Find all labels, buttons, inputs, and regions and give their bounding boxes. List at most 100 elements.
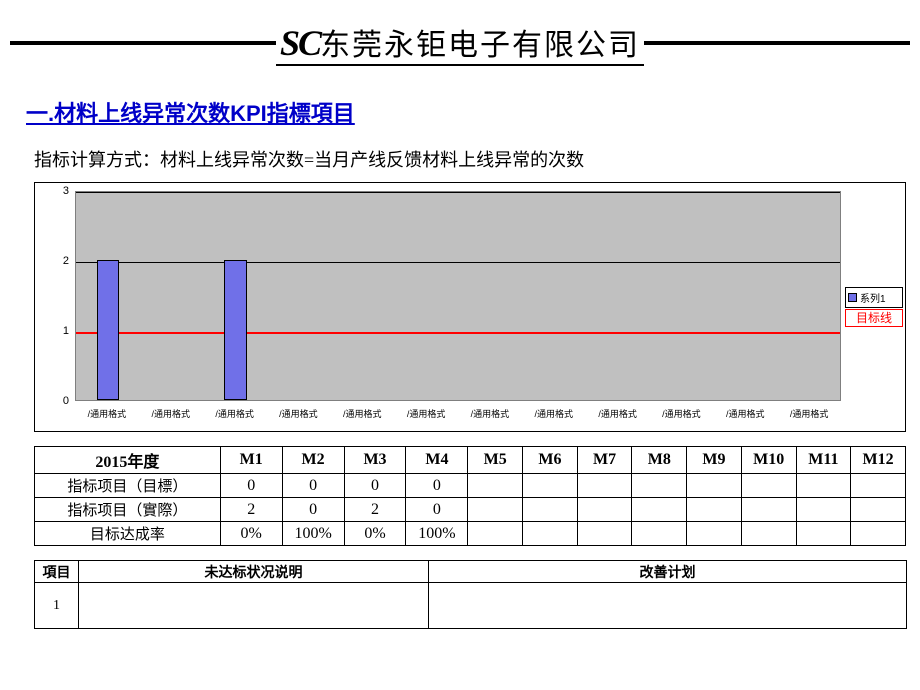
cell (523, 474, 578, 498)
cell (796, 498, 851, 522)
row-label: 目标达成率 (35, 522, 221, 546)
col-m12: M12 (851, 447, 906, 474)
cell (523, 522, 578, 546)
kpi-table: 2015年度 M1 M2 M3 M4 M5 M6 M7 M8 M9 M10 M1… (34, 446, 906, 546)
x-tick-label: /通用格式 (343, 407, 382, 420)
x-tick-label: /通用格式 (726, 407, 765, 420)
cell (687, 474, 742, 498)
plan-col-desc: 未达标状况说明 (79, 561, 429, 583)
cell: 0% (220, 522, 282, 546)
cell (851, 498, 906, 522)
row-label: 指标项目（實際） (35, 498, 221, 522)
formula-text: 指标计算方式：材料上线异常次数=当月产线反馈材料上线异常的次数 (34, 146, 910, 172)
cell (632, 522, 687, 546)
cell (851, 522, 906, 546)
company-title: SC 东莞永钜电子有限公司 (276, 20, 644, 66)
plan-header-row: 項目 未达标状况说明 改善计划 (35, 561, 907, 583)
header-rule-left (10, 41, 276, 45)
col-m10: M10 (741, 447, 796, 474)
col-m2: M2 (282, 447, 344, 474)
cell: 2 (344, 498, 406, 522)
x-tick-label: /通用格式 (215, 407, 254, 420)
cell (796, 474, 851, 498)
cell (741, 522, 796, 546)
cell: 0 (282, 474, 344, 498)
cell: 2 (220, 498, 282, 522)
cell: 0 (406, 498, 468, 522)
cell (523, 498, 578, 522)
cell (577, 474, 632, 498)
cell: 100% (406, 522, 468, 546)
x-tick-label: /通用格式 (662, 407, 701, 420)
cell (577, 498, 632, 522)
cell: 0 (282, 498, 344, 522)
cell: 100% (282, 522, 344, 546)
bar (97, 260, 119, 400)
table-row: 指标项目（目標）0000 (35, 474, 906, 498)
cell (851, 474, 906, 498)
gridline (76, 192, 840, 193)
logo-text: SC (280, 22, 320, 64)
y-tick-label: 3 (35, 185, 69, 197)
row-label: 指标项目（目標） (35, 474, 221, 498)
cell (741, 498, 796, 522)
legend-label: 系列1 (860, 290, 886, 305)
y-tick-label: 1 (35, 325, 69, 337)
plan-plan (429, 583, 907, 629)
header-rule-right (644, 41, 910, 45)
col-m9: M9 (687, 447, 742, 474)
section-title: 一.材料上线异常次数KPI指標項目 (26, 96, 910, 128)
x-tick-label: /通用格式 (88, 407, 127, 420)
cell (577, 522, 632, 546)
cell (632, 498, 687, 522)
plan-col-item: 項目 (35, 561, 79, 583)
col-m6: M6 (523, 447, 578, 474)
col-m3: M3 (344, 447, 406, 474)
cell: 0 (406, 474, 468, 498)
plan-col-plan: 改善计划 (429, 561, 907, 583)
cell: 0 (220, 474, 282, 498)
y-tick-label: 0 (35, 395, 69, 407)
x-tick-label: /通用格式 (407, 407, 446, 420)
legend-swatch (848, 293, 857, 302)
col-m4: M4 (406, 447, 468, 474)
cell (468, 522, 523, 546)
col-m1: M1 (220, 447, 282, 474)
plot-area (75, 191, 841, 401)
cell (468, 474, 523, 498)
chart-legend: 系列1 (845, 287, 903, 308)
col-m5: M5 (468, 447, 523, 474)
x-tick-label: /通用格式 (598, 407, 637, 420)
cell (796, 522, 851, 546)
cell (741, 474, 796, 498)
cell: 0% (344, 522, 406, 546)
cell (687, 522, 742, 546)
year-header: 2015年度 (35, 447, 221, 474)
x-tick-label: /通用格式 (151, 407, 190, 420)
plan-desc (79, 583, 429, 629)
cell (632, 474, 687, 498)
cell: 0 (344, 474, 406, 498)
col-m8: M8 (632, 447, 687, 474)
x-tick-label: /通用格式 (279, 407, 318, 420)
x-tick-label: /通用格式 (790, 407, 829, 420)
target-line-label: 目标线 (845, 309, 903, 327)
header: SC 东莞永钜电子有限公司 (10, 20, 910, 66)
cell (687, 498, 742, 522)
col-m7: M7 (577, 447, 632, 474)
plan-table: 項目 未达标状况说明 改善计划 1 (34, 560, 907, 629)
bar-chart: 0 1 2 3 /通用格式/通用格式/通用格式/通用格式/通用格式/通用格式/通用格式… (34, 182, 906, 432)
bar (224, 260, 246, 400)
y-tick-label: 2 (35, 255, 69, 267)
plan-row: 1 (35, 583, 907, 629)
table-row: 目标达成率0%100%0%100% (35, 522, 906, 546)
table-row: 指标项目（實際）2020 (35, 498, 906, 522)
col-m11: M11 (796, 447, 851, 474)
table-header-row: 2015年度 M1 M2 M3 M4 M5 M6 M7 M8 M9 M10 M1… (35, 447, 906, 474)
x-tick-label: /通用格式 (471, 407, 510, 420)
gridline (76, 262, 840, 263)
plan-num: 1 (35, 583, 79, 629)
company-name: 东莞永钜电子有限公司 (320, 20, 640, 64)
x-tick-label: /通用格式 (534, 407, 573, 420)
cell (468, 498, 523, 522)
